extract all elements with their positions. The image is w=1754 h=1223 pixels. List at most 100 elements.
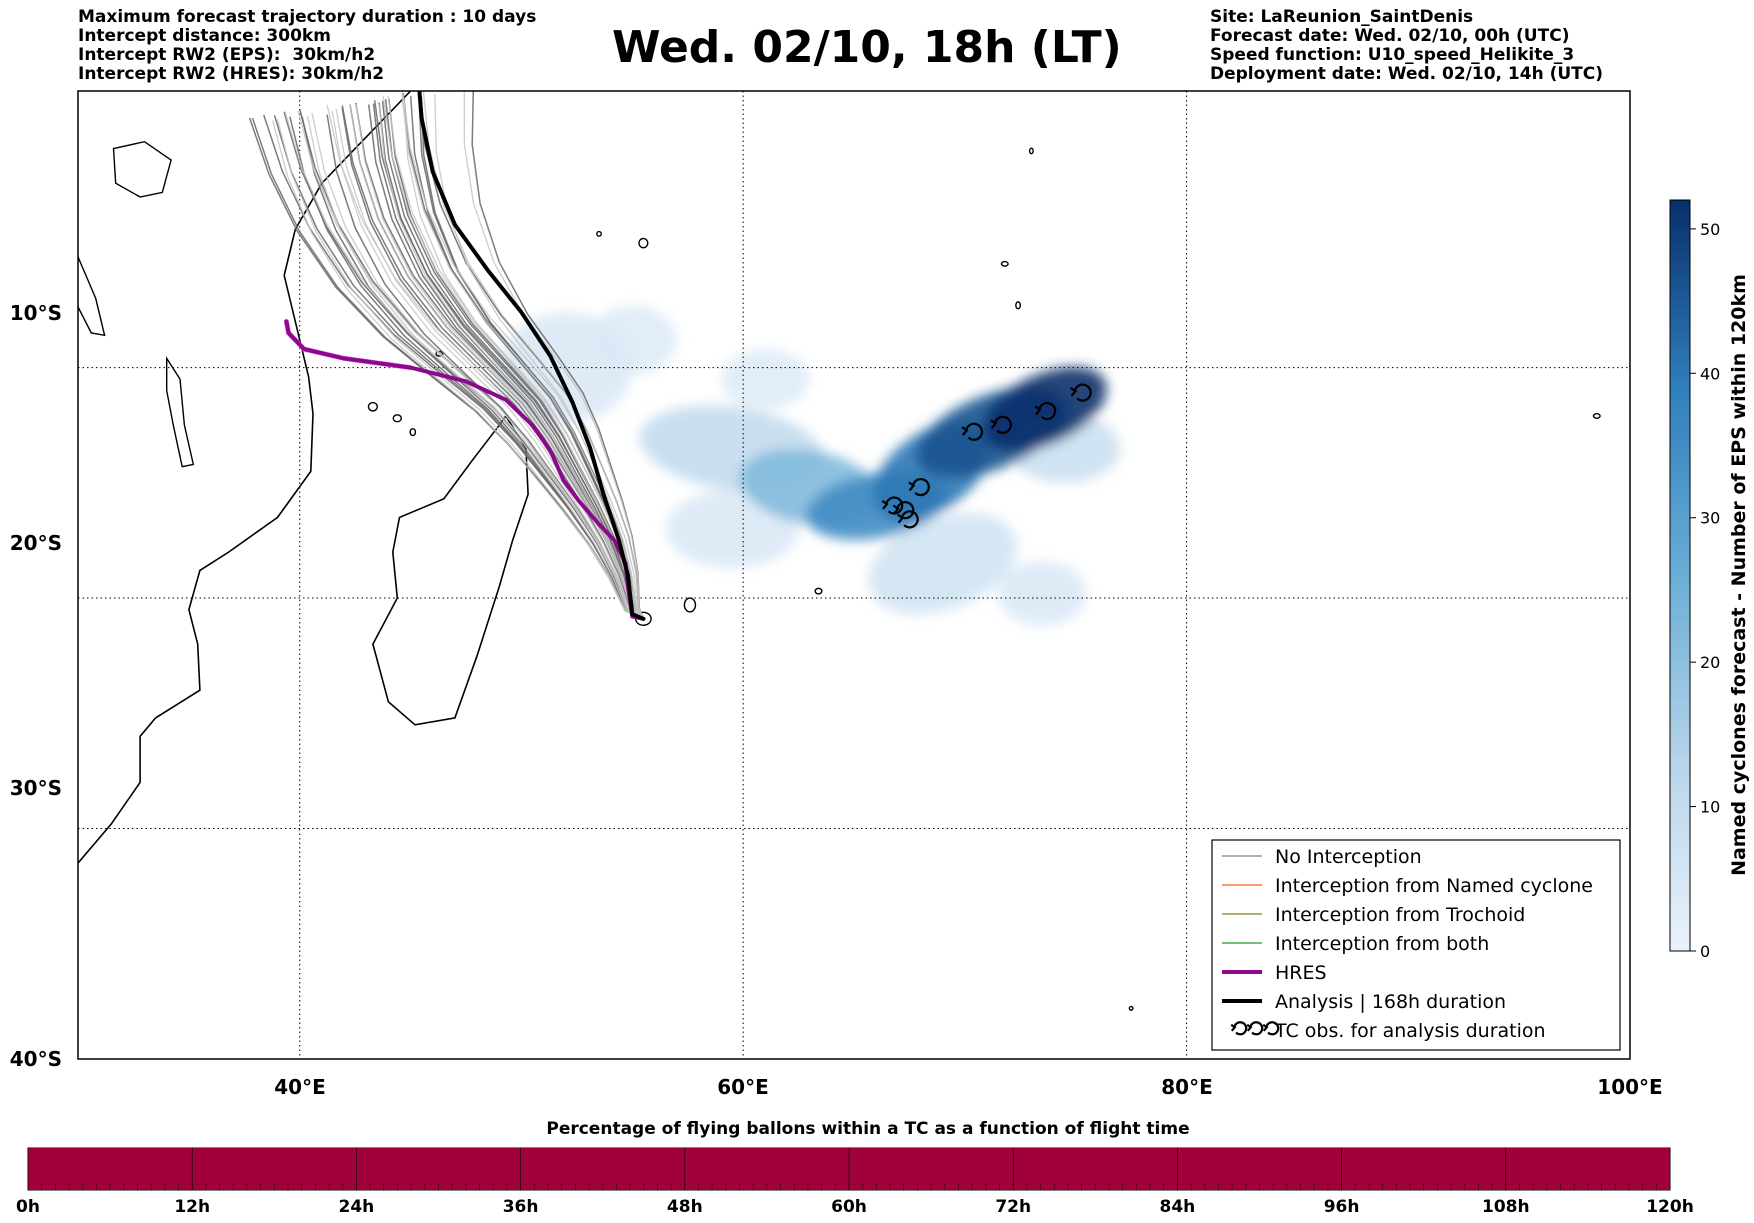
coastlines [78, 91, 1601, 1011]
legend-label-named-cyclone: Interception from Named cyclone [1275, 875, 1593, 897]
tc-arc [1073, 383, 1092, 402]
tc-arc [1233, 1021, 1248, 1036]
tc-arrow [1262, 1023, 1269, 1032]
tc-arrow [1230, 1023, 1237, 1032]
bar-tick-label: 120h [1646, 1197, 1694, 1217]
bar-tick-label: 84h [1160, 1197, 1196, 1217]
colorbar-tick-label: 20 [1700, 653, 1720, 672]
tc-symbol-icon [961, 422, 984, 441]
bar-tick-label: 60h [831, 1197, 867, 1217]
flight-time-tick-labels: 0h 12h 24h 36h 48h 60h 72h 84h 96h 108h 120h [16, 1148, 1694, 1217]
speed-function: Speed function: U10_speed_Helikite_3 [1210, 45, 1575, 65]
bar-tick-label: 12h [174, 1197, 210, 1217]
density-blob [868, 512, 1018, 615]
tc-arrow [1070, 387, 1078, 397]
tc-arc [900, 510, 919, 529]
tc-arc [1038, 401, 1057, 421]
parameters-block: Maximum forecast trajectory duration : 1… [78, 8, 536, 84]
colorbar: 0 10 20 30 40 50 Named cyclones forecast - Nu… [1669, 199, 1750, 961]
tc-symbol-icon [908, 478, 930, 497]
site-name: Site: LaReunion_SaintDenis [1210, 7, 1474, 27]
tc-symbol-icon [1246, 1021, 1264, 1036]
legend-label-no-interception: No Interception [1275, 846, 1422, 868]
lon-tick-60e: 60°E [717, 1075, 769, 1099]
island [1592, 412, 1601, 419]
tc-arc [1265, 1021, 1280, 1036]
tc-arc [1249, 1021, 1264, 1036]
lake-victoria [112, 140, 172, 198]
tc-symbol-icon [897, 510, 919, 529]
map-frame [77, 90, 1631, 1060]
flight-time-bar: Percentage of flying ballons within a TC… [16, 1119, 1694, 1217]
ensemble-track [355, 104, 644, 620]
param-duration: Maximum forecast trajectory duration : 1… [78, 7, 537, 27]
legend-label-both: Interception from both [1275, 933, 1489, 955]
colorbar-tick-label: 30 [1700, 509, 1720, 528]
tc-arrow [892, 504, 900, 515]
lat-tick-30s: 30°S [10, 776, 62, 800]
colorbar-tick-label: 10 [1700, 798, 1720, 817]
island [435, 350, 444, 357]
density-blob [998, 561, 1087, 626]
island [638, 237, 649, 249]
colorbar-tick-label: 50 [1700, 220, 1720, 239]
param-rw2-eps: Intercept RW2 (EPS): 30km/h2 [78, 45, 376, 65]
island [1000, 260, 1009, 267]
tc-symbol-icon [1262, 1021, 1280, 1036]
param-rw2-hres: Intercept RW2 (HRES): 30km/h2 [78, 64, 385, 84]
island [596, 230, 602, 237]
lat-tick-10s: 10°S [10, 301, 62, 325]
coast-madagascar [372, 414, 529, 726]
param-distance: Intercept distance: 300km [78, 26, 331, 46]
tc-observations [881, 383, 1092, 529]
colorbar-label: Named cyclones forecast - Number of EPS … [1728, 274, 1750, 876]
island [409, 427, 417, 437]
island [683, 597, 697, 613]
cyclone-density-field [499, 305, 1121, 626]
tc-arrow [897, 513, 905, 524]
bar-tick-label: 0h [16, 1197, 40, 1217]
bar-tick-label: 108h [1482, 1197, 1530, 1217]
ensemble-track [272, 120, 644, 620]
ensemble-track [331, 111, 644, 620]
legend-swatch-tc-obs [1230, 1021, 1280, 1036]
lon-tick-100e: 100°E [1597, 1075, 1662, 1099]
ensemble-track [284, 110, 644, 620]
legend-label-analysis: Analysis | 168h duration [1275, 991, 1506, 1013]
tc-arc [911, 478, 930, 497]
tc-arrow [961, 426, 969, 436]
flight-time-minor-ticks [41, 1183, 1657, 1190]
ensemble-track [276, 119, 644, 620]
tc-arc [964, 422, 984, 441]
lat-tick-40s: 40°S [10, 1047, 62, 1071]
legend: No Interception Interception from Named … [1211, 839, 1621, 1051]
tc-arrow [1246, 1023, 1253, 1032]
bar-tick-label: 48h [667, 1197, 703, 1217]
ensemble-track [463, 91, 645, 620]
legend-box [1211, 839, 1621, 1051]
analysis-track [417, 91, 646, 621]
legend-label-tc-obs: TC obs. for analysis duration [1274, 1020, 1546, 1042]
tc-symbol-icon [1034, 401, 1057, 421]
ensemble-track [381, 100, 644, 620]
bar-tick-label: 96h [1324, 1197, 1360, 1217]
bar-tick-label: 24h [339, 1197, 375, 1217]
island [1128, 1005, 1134, 1011]
tc-symbol-icon [990, 415, 1012, 434]
legend-label-hres: HRES [1275, 962, 1327, 984]
island [1015, 301, 1021, 310]
ensemble-track [401, 91, 644, 620]
island [392, 414, 402, 423]
colorbar-tick-label: 0 [1700, 942, 1710, 961]
flight-time-title: Percentage of flying ballons within a TC… [546, 1119, 1189, 1139]
tc-arc [896, 501, 915, 520]
ensemble-track [335, 108, 644, 620]
tc-symbol-icon [1070, 383, 1092, 402]
ensemble-track [311, 112, 644, 620]
tc-arrow [990, 419, 998, 429]
tc-arrow [908, 481, 916, 492]
island [367, 401, 379, 412]
bar-tick-label: 72h [995, 1197, 1031, 1217]
ensemble-track [401, 93, 644, 620]
